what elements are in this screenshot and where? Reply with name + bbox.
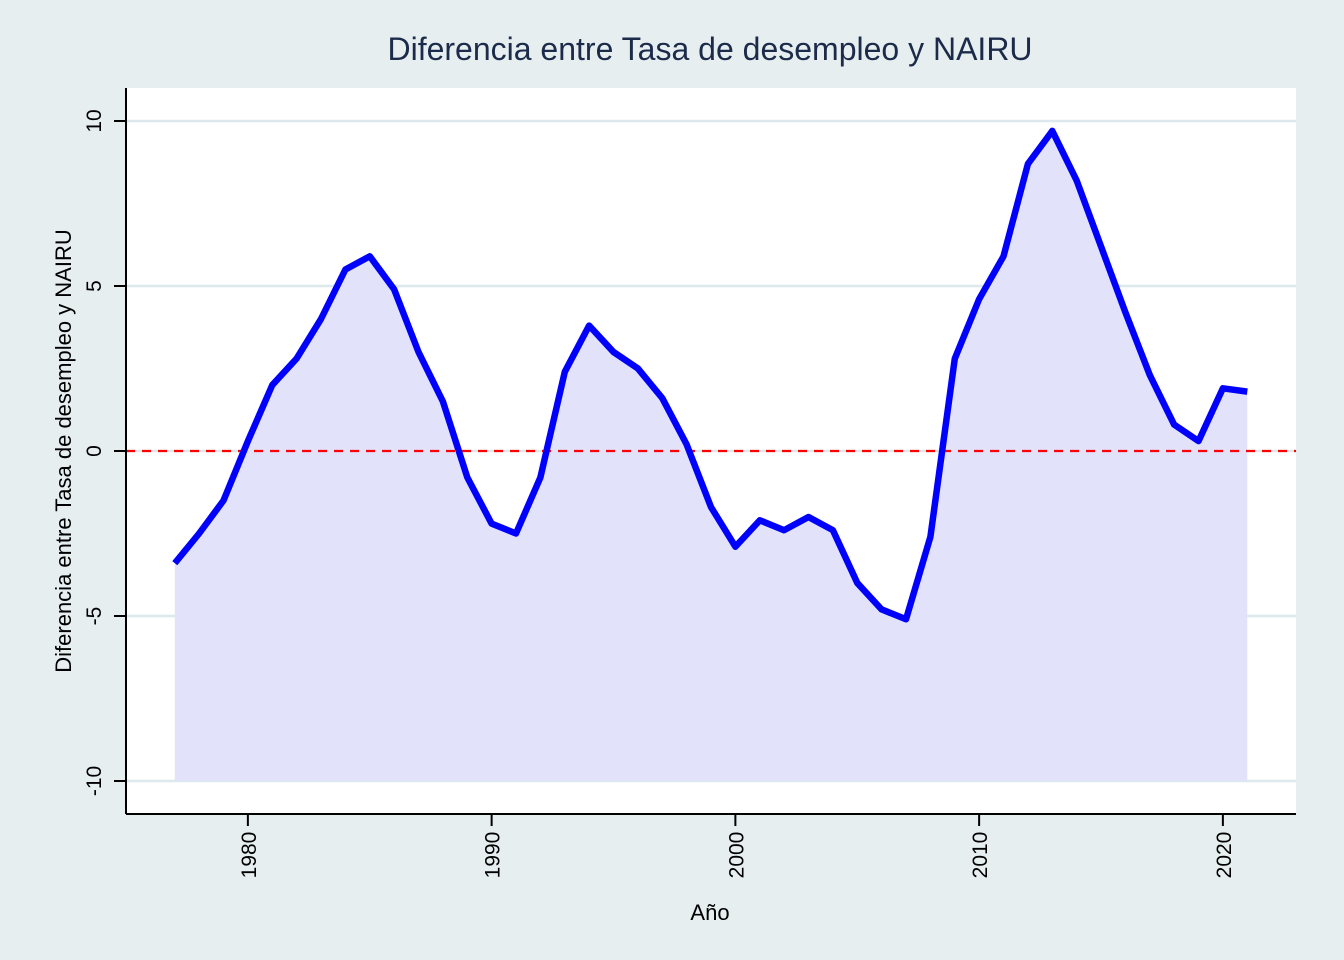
data-point-1989	[464, 474, 470, 480]
data-point-1979	[221, 498, 227, 504]
y-tick-label: -10	[83, 766, 106, 796]
x-axis-label: Año	[690, 900, 729, 925]
data-point-1999	[708, 504, 714, 510]
data-point-2020	[1220, 385, 1226, 391]
x-tick-label: 2010	[969, 832, 992, 879]
y-ticks: -10 -5 0 5 10	[83, 109, 126, 796]
data-point-2005	[854, 580, 860, 586]
data-point-1978	[196, 531, 202, 537]
data-point-2008	[927, 534, 933, 540]
x-tick-label: 1990	[482, 832, 505, 879]
data-point-2003	[806, 514, 812, 520]
data-point-2010	[976, 296, 982, 302]
data-point-2013	[1049, 128, 1055, 134]
data-point-1982	[294, 356, 300, 362]
data-point-2011	[1001, 253, 1007, 259]
data-point-1998	[684, 441, 690, 447]
data-point-1995	[611, 349, 617, 355]
data-point-1985	[367, 253, 373, 259]
series-line	[172, 127, 1248, 623]
data-point-1993	[562, 369, 568, 375]
data-point-1990	[489, 521, 495, 527]
y-tick-label: -5	[83, 607, 106, 626]
data-point-1996	[635, 366, 641, 372]
data-point-1997	[659, 395, 665, 401]
y-tick-label: 0	[83, 445, 106, 457]
data-point-1981	[269, 382, 275, 388]
data-point-2000	[732, 544, 738, 550]
data-point-1987	[416, 349, 422, 355]
y-tick-label: 5	[83, 280, 106, 292]
x-ticks: 1980 1990 2000 2010 2020	[238, 814, 1236, 878]
area-fill	[174, 130, 1248, 781]
y-tick-label: 10	[83, 109, 106, 132]
data-point-1988	[440, 399, 446, 405]
data-point-2007	[903, 616, 909, 622]
data-point-2015	[1098, 243, 1104, 249]
data-point-1994	[586, 323, 592, 329]
data-point-2021	[1244, 389, 1250, 395]
data-point-2006	[879, 606, 885, 612]
y-axis-label: Diferencia entre Tasa de desempleo y NAI…	[51, 229, 76, 672]
data-point-1977	[172, 560, 178, 566]
x-tick-label: 1980	[238, 832, 261, 879]
data-point-2014	[1074, 177, 1080, 183]
chart-title: Diferencia entre Tasa de desempleo y NAI…	[387, 31, 1032, 67]
data-point-2001	[757, 517, 763, 523]
data-point-2016	[1122, 309, 1128, 315]
data-point-2012	[1025, 161, 1031, 167]
data-point-2019	[1196, 438, 1202, 444]
data-point-1983	[318, 316, 324, 322]
data-point-1991	[513, 531, 519, 537]
data-point-2017	[1147, 372, 1153, 378]
data-point-2018	[1171, 422, 1177, 428]
data-point-1984	[342, 267, 348, 273]
data-point-1986	[391, 286, 397, 292]
data-point-2002	[781, 527, 787, 533]
x-tick-label: 2020	[1213, 832, 1236, 879]
data-point-2009	[952, 356, 958, 362]
data-point-1992	[537, 474, 543, 480]
data-point-1980	[245, 438, 251, 444]
data-point-2004	[830, 527, 836, 533]
x-tick-label: 2000	[725, 832, 748, 879]
